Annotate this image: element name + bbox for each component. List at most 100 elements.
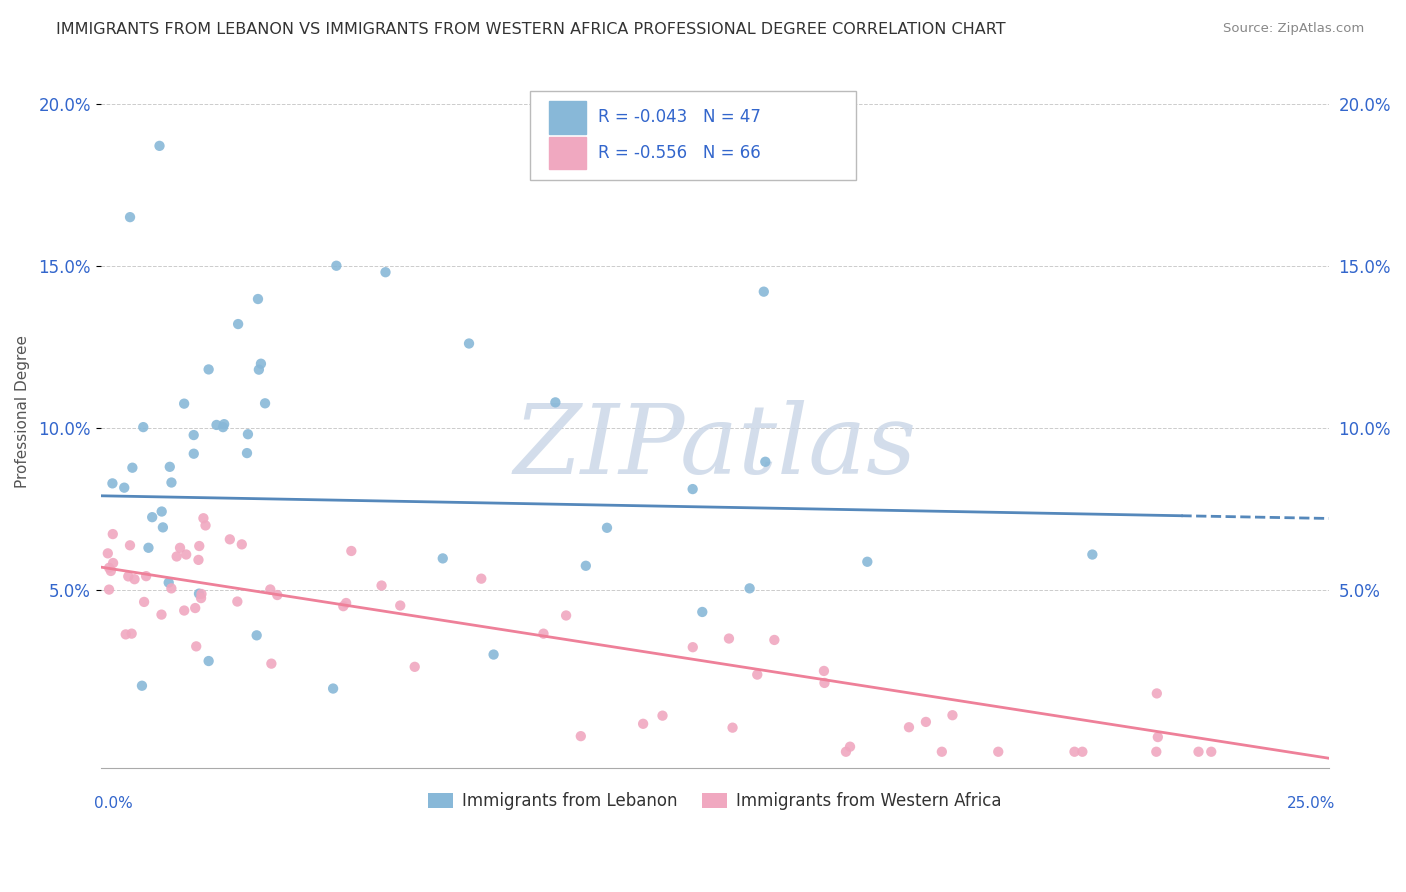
Text: 25.0%: 25.0%	[1286, 797, 1334, 812]
Point	[404, 660, 426, 674]
Point	[187, 553, 209, 567]
Text: R = -0.043   N = 47: R = -0.043 N = 47	[598, 108, 761, 126]
Point	[118, 210, 141, 224]
Point	[160, 582, 183, 596]
Point	[121, 460, 143, 475]
Point	[987, 745, 1010, 759]
Point	[193, 511, 215, 525]
Point	[682, 482, 704, 496]
Point	[266, 588, 288, 602]
Point	[101, 556, 124, 570]
Point	[184, 601, 207, 615]
Point	[159, 459, 181, 474]
Point	[1071, 745, 1094, 759]
Point	[340, 544, 363, 558]
Point	[188, 587, 211, 601]
Point	[157, 575, 180, 590]
Point	[183, 447, 205, 461]
Point	[131, 679, 153, 693]
Point	[544, 395, 567, 409]
Point	[335, 596, 357, 610]
Point	[150, 607, 173, 622]
Bar	[548, 137, 586, 169]
Point	[190, 587, 212, 601]
Point	[98, 561, 121, 575]
Point	[114, 627, 136, 641]
Point	[1199, 745, 1222, 759]
Point	[569, 729, 592, 743]
Point	[813, 664, 835, 678]
Point	[470, 572, 492, 586]
Point	[183, 428, 205, 442]
Point	[458, 336, 481, 351]
Text: 0.0%: 0.0%	[94, 797, 134, 812]
Point	[482, 648, 505, 662]
Point	[432, 551, 454, 566]
Point	[835, 745, 858, 759]
Point	[141, 510, 163, 524]
Point	[197, 654, 219, 668]
Point	[205, 417, 228, 432]
Point	[717, 632, 740, 646]
Point	[100, 564, 122, 578]
Point	[690, 605, 713, 619]
FancyBboxPatch shape	[530, 91, 856, 180]
Point	[752, 285, 775, 299]
Point	[169, 541, 191, 555]
Point	[763, 632, 786, 647]
Point	[173, 397, 195, 411]
Point	[1146, 686, 1168, 700]
Point	[1081, 548, 1104, 562]
Text: Source: ZipAtlas.com: Source: ZipAtlas.com	[1223, 22, 1364, 36]
Point	[121, 626, 143, 640]
Point	[747, 667, 769, 681]
Point	[194, 518, 217, 533]
Point	[332, 599, 354, 614]
Point	[173, 603, 195, 617]
Point	[150, 504, 173, 518]
Point	[259, 582, 281, 597]
Point	[631, 716, 654, 731]
Point	[117, 569, 139, 583]
Point	[197, 362, 219, 376]
Point	[555, 608, 578, 623]
Point	[212, 417, 235, 432]
Point	[1063, 745, 1085, 759]
Point	[135, 569, 157, 583]
Y-axis label: Professional Degree: Professional Degree	[15, 335, 30, 488]
Point	[260, 657, 283, 671]
Point	[247, 362, 270, 376]
Point	[389, 599, 412, 613]
Point	[533, 626, 555, 640]
Point	[575, 558, 598, 573]
Point	[651, 708, 673, 723]
Point	[370, 578, 392, 592]
Point	[1144, 745, 1167, 759]
Text: R = -0.556   N = 66: R = -0.556 N = 66	[598, 144, 761, 161]
Point	[132, 420, 155, 434]
Point	[813, 676, 835, 690]
Point	[738, 582, 761, 596]
Point	[839, 739, 862, 754]
Point	[374, 265, 396, 279]
Point	[254, 396, 277, 410]
Point	[325, 259, 347, 273]
Point	[721, 721, 744, 735]
Point	[152, 520, 174, 534]
Point	[231, 537, 253, 551]
Point	[190, 591, 212, 606]
Point	[124, 572, 146, 586]
Point	[1146, 730, 1168, 744]
Legend: Immigrants from Lebanon, Immigrants from Western Africa: Immigrants from Lebanon, Immigrants from…	[422, 785, 1008, 817]
Text: IMMIGRANTS FROM LEBANON VS IMMIGRANTS FROM WESTERN AFRICA PROFESSIONAL DEGREE CO: IMMIGRANTS FROM LEBANON VS IMMIGRANTS FR…	[56, 22, 1005, 37]
Point	[941, 708, 963, 723]
Point	[101, 527, 124, 541]
Point	[246, 292, 269, 306]
Point	[97, 546, 120, 560]
Point	[226, 317, 249, 331]
Point	[138, 541, 160, 555]
Text: ZIPatlas: ZIPatlas	[513, 401, 917, 494]
Point	[915, 714, 938, 729]
Point	[754, 455, 776, 469]
Point	[218, 533, 240, 547]
